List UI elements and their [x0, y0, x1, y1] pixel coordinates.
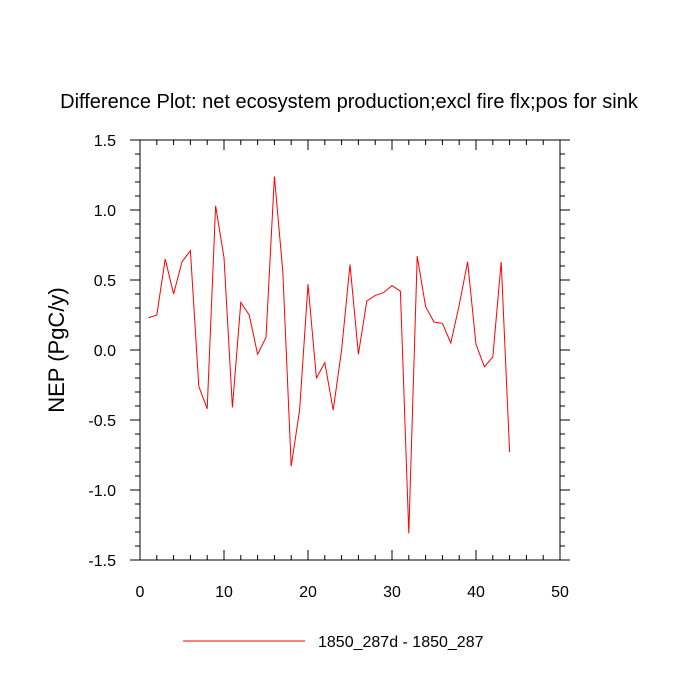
plot-frame	[139, 139, 561, 561]
x-tick-label: 0	[136, 584, 145, 601]
axis-ticks	[130, 139, 570, 561]
series-layer	[148, 176, 511, 534]
x-tick-label: 20	[299, 584, 317, 601]
y-tick-label: -0.5	[88, 413, 116, 430]
y-tick-label: 1.0	[94, 203, 116, 220]
y-tick-label: 0.5	[94, 273, 116, 290]
x-tick-label: 50	[551, 584, 569, 601]
y-tick-label: -1.5	[88, 553, 116, 570]
y-tick-labels: -1.5 -1.0 -0.5 0.0 0.5 1.0 1.5	[88, 133, 116, 570]
y-tick-label: -1.0	[88, 483, 116, 500]
y-tick-label: 1.5	[94, 133, 116, 150]
y-tick-label: 0.0	[94, 343, 116, 360]
series-line	[148, 176, 511, 534]
x-tick-label: 40	[467, 584, 485, 601]
x-tick-labels: 0 10 20 30 40 50	[136, 584, 569, 601]
x-tick-label: 10	[215, 584, 233, 601]
x-tick-label: 30	[383, 584, 401, 601]
y-axis-label: NEP (PgC/y)	[44, 287, 69, 413]
chart-title: Difference Plot: net ecosystem productio…	[60, 91, 639, 113]
legend-label: 1850_287d - 1850_287	[318, 634, 484, 651]
